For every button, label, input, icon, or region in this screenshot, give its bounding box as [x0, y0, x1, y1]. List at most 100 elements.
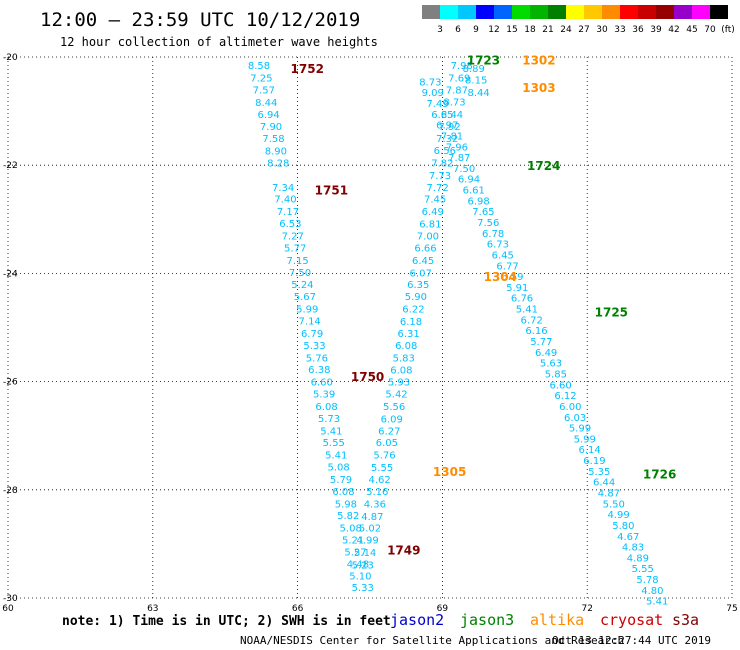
wave-height-value: 7.15	[286, 256, 308, 267]
wave-height-value: 8.73	[443, 97, 465, 108]
wave-height-value: 6.08	[395, 341, 417, 352]
wave-height-value: 4.87	[598, 489, 620, 500]
color-scale-label: 12	[488, 25, 499, 35]
wave-height-value: 7.98	[451, 61, 473, 72]
satellite-legend-item: altika	[530, 611, 584, 629]
wave-height-value: 4.89	[627, 553, 649, 564]
wave-height-value: 6.77	[496, 261, 518, 272]
pass-label: 1723	[467, 54, 500, 68]
wave-height-value: 5.41	[646, 597, 668, 608]
grid-layer	[7, 56, 733, 599]
wave-height-value: 6.08	[390, 366, 412, 377]
wave-height-value: 5.39	[313, 390, 335, 401]
wave-height-value: 5.02	[359, 524, 381, 535]
wave-height-value: 5.08	[340, 524, 362, 535]
wave-height-value: 5.16	[366, 487, 388, 498]
wave-height-value: 6.45	[492, 250, 514, 261]
color-scale-label: 27	[578, 25, 589, 35]
color-scale-label: 18	[524, 25, 536, 35]
wave-height-value: 7.72	[426, 183, 448, 194]
satellite-legend-item: jason2	[390, 611, 444, 629]
wave-height-value: 5.99	[296, 305, 318, 316]
wave-height-value: 8.44	[255, 98, 277, 109]
wave-height-value: 6.61	[463, 186, 485, 197]
wave-height-value: 5.93	[388, 378, 410, 389]
color-scale-swatch	[656, 5, 674, 19]
wave-height-value: 6.60	[311, 378, 333, 389]
wave-height-value: 6.12	[554, 391, 576, 402]
color-scale-swatch	[584, 5, 602, 19]
color-scale-legend: 3 6 9 12 15 18 21 24 27 30 33 36 39 42 45 70 (ft)	[422, 5, 735, 35]
wave-height-value: 6.45	[412, 256, 434, 267]
wave-height-value: 7.87	[446, 85, 468, 96]
x-tick-label: 75	[726, 604, 737, 614]
x-tick-label: 72	[581, 604, 592, 614]
wave-height-value: 6.98	[467, 196, 489, 207]
satellite-legend-item: jason3	[460, 611, 514, 629]
color-scale-swatch	[512, 5, 530, 19]
pass-label: 1750	[351, 370, 384, 384]
wave-height-value: 4.87	[361, 512, 383, 523]
pass-label: 1751	[315, 184, 348, 198]
wave-height-value: 5.41	[320, 426, 342, 437]
wave-height-value: 5.55	[371, 463, 393, 474]
wave-height-value: 7.14	[299, 316, 321, 327]
wave-height-value: 7.45	[424, 195, 446, 206]
wave-height-value: 5.55	[323, 438, 345, 449]
wave-height-value: 4.36	[364, 499, 386, 510]
wave-height-value: 5.80	[612, 521, 634, 532]
wave-height-value: 7.65	[472, 207, 494, 218]
wave-height-value: 6.35	[407, 280, 429, 291]
wave-height-value: 7.73	[429, 171, 451, 182]
wave-height-value: 6.07	[410, 268, 432, 279]
color-scale-label: 6	[455, 25, 461, 35]
wave-height-value: 6.31	[397, 329, 419, 340]
color-scale-swatch	[602, 5, 620, 19]
footer-credit: NOAA/NESDIS Center for Satellite Applica…	[240, 634, 624, 647]
wave-height-value: 6.19	[583, 456, 605, 467]
color-scale-swatch	[548, 5, 566, 19]
wave-height-value: 5.10	[349, 571, 371, 582]
wave-height-value: 8.89	[463, 64, 485, 75]
y-tick-label: -22	[3, 161, 18, 171]
pass-label: 1724	[527, 159, 560, 173]
wave-height-value: 5.91	[506, 283, 528, 294]
wave-height-value: 7.40	[274, 195, 296, 206]
satellite-legend-item: s3a	[672, 611, 699, 629]
wave-height-value: 6.79	[301, 329, 323, 340]
pass-label: 1726	[643, 468, 676, 482]
wave-height-value: 5.83	[393, 353, 415, 364]
y-tick-label: -24	[3, 269, 18, 279]
wave-height-value: 7.17	[277, 207, 299, 218]
wave-height-value: 6.16	[525, 326, 547, 337]
wave-height-value: 6.73	[487, 240, 509, 251]
wave-height-value: 5.78	[636, 575, 658, 586]
color-scale-swatch	[530, 5, 548, 19]
wave-height-value: 7.92	[439, 122, 461, 133]
pass-number-labels: 1752 1751 1750 1749 1723 1724 1725 1726 1302 1303…	[291, 54, 677, 558]
wave-height-value: 6.81	[419, 220, 441, 231]
wave-height-value: 7.96	[446, 142, 468, 153]
wave-height-value: 6.72	[521, 315, 543, 326]
y-tick-label: -28	[3, 486, 18, 496]
color-scale-swatch	[494, 5, 512, 19]
color-scale-label: 36	[632, 25, 644, 35]
axis-tick-labels: 60 63 66 69 72 75 -20 -22 -24 -26 -28 -30	[2, 53, 737, 614]
color-scale-label: 42	[668, 25, 679, 35]
wave-height-value: 7.49	[426, 99, 448, 110]
chart-title: 12:00 – 23:59 UTC 10/12/2019	[40, 9, 360, 31]
wave-height-value: 7.56	[477, 218, 499, 229]
wave-height-value: 6.97	[436, 121, 458, 132]
pass-label: 1303	[522, 81, 555, 95]
wave-height-value: 5.98	[335, 499, 357, 510]
wave-height-value: 5.55	[632, 564, 654, 575]
plot-area: 8.587.257.578.446.947.907.588.908.287.34…	[2, 53, 737, 614]
wave-height-value: 5.56	[383, 402, 405, 413]
wave-height-value: 6.44	[593, 478, 615, 489]
wave-height-value: 7.57	[253, 85, 275, 96]
wave-height-value: 6.27	[378, 426, 400, 437]
wave-height-value: 5.24	[291, 280, 313, 291]
wave-height-value: 6.49	[422, 207, 444, 218]
wave-height-value: 4.62	[369, 475, 391, 486]
color-scale-label: 45	[686, 25, 697, 35]
